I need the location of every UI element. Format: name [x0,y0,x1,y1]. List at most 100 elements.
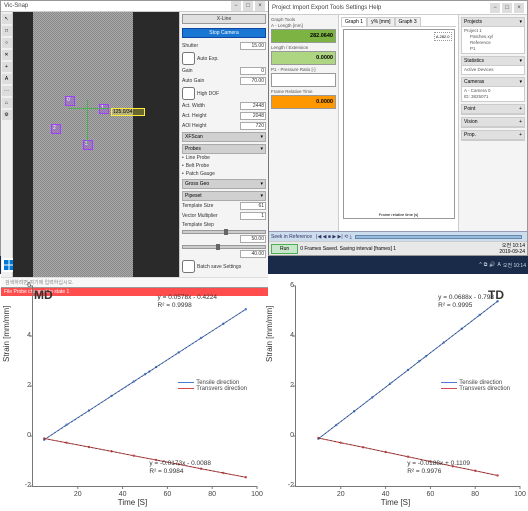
gain-value[interactable]: 0 [240,67,266,75]
prop-header[interactable]: Prop.+ [462,131,524,140]
aoi-height-value[interactable]: 720 [240,122,266,130]
chart-md: MD Strain [mm/mm] Time [S] y = 0.0578x -… [4,278,261,505]
graph-column: Graph 1 y% [mm] Graph 3 A 282.0 Frame re… [339,15,459,231]
seek-controls[interactable]: |◀ ◀ ■ ▶ ▶| ⟲ ⤓ [316,234,352,240]
camera-item[interactable]: A - Camera 0 [464,88,522,93]
slider-1[interactable] [182,230,266,234]
dot-icon: • [182,171,184,177]
vic-snap-window: Vic-Snap − □ × ↖ □ ○ ✕ + A ⋯ ⌂ ⚙ 0 [1,1,269,255]
tool-select-icon[interactable]: ↖ [2,14,12,24]
marker-0[interactable]: 0 [65,96,75,106]
graph-area[interactable]: A 282.0 Frame relative time [s] [343,29,455,219]
meas-fr-value: 0.0000 [271,95,336,109]
auto-gain-value[interactable]: 70.00 [240,77,266,85]
meas-l-value: 0.0000 [271,51,336,65]
batch-save-checkbox[interactable] [182,260,195,273]
marker-1[interactable]: 1 [99,104,109,114]
tool-rect-icon[interactable]: □ [2,26,12,36]
probes-section[interactable]: Probes▾ [182,144,266,154]
tray-lang-icon[interactable]: A [498,262,501,268]
mode-select[interactable]: X-Line [182,14,266,24]
dot-icon: • [182,155,184,161]
graph-legend: A 282.0 [434,32,452,41]
meas-a-label: A - Length [mm] [271,23,336,28]
act-height-value[interactable]: 2048 [240,112,266,120]
left-control-panel: X-Line Stop Camera Shutter15.00 Auto Exp… [179,12,268,277]
close-icon[interactable]: × [255,1,265,11]
slider-thumb[interactable] [216,244,220,250]
frames-status: 0 Frames Saved. Saving interval [frames]… [300,246,396,252]
aoi-height-label: AOI Height [182,123,238,129]
tool-more-icon[interactable]: ⋯ [2,86,12,96]
high-dof-checkbox[interactable] [182,87,195,100]
tool-home-icon[interactable]: ⌂ [2,98,12,108]
projects-header[interactable]: Projects▾ [462,18,524,27]
vector-mult-value[interactable]: 1 [240,212,266,220]
plus-icon: + [519,132,522,138]
clock-display: 오전 10:142019-09-24 [499,242,525,255]
gross-geo-section[interactable]: Gross Geo▾ [182,179,266,189]
graph-tools-label: Graph Tools [271,17,336,22]
td-plot-area: y = 0.0688x - 0.798R² = 0.9995 y = -0.01… [295,286,520,487]
project-sub[interactable]: Reference [464,40,522,45]
auto-exp-checkbox[interactable] [182,52,195,65]
tool-plus-icon[interactable]: + [2,62,12,72]
graph-tab-2[interactable]: y% [mm] [367,17,394,26]
tray-vol-icon[interactable]: 🔊 [489,262,495,268]
slider-thumb[interactable] [224,229,228,235]
vector-mult-label: Vector Multiplier [182,213,238,219]
chevron-icon: ▾ [519,19,522,25]
tool-gear-icon[interactable]: ⚙ [2,110,12,120]
high-dof-label: High DOF [197,91,266,97]
act-height-label: Act. Height [182,113,238,119]
belt-probe-item[interactable]: Belt Probe [186,163,266,169]
left-titlebar: Vic-Snap − □ × [1,1,268,12]
run-button[interactable]: Run [271,244,298,254]
graph-tab-3[interactable]: Graph 3 [395,17,421,26]
meas-a-value: 282.0640 [271,29,336,43]
seek-track[interactable] [355,235,522,239]
measurement-column: Graph Tools A - Length [mm] 282.0640 Len… [269,15,339,231]
marker-2[interactable]: 2 [51,124,61,134]
line-probe-item[interactable]: Line Probe [186,155,266,161]
vision-header[interactable]: Vision+ [462,118,524,127]
act-width-value[interactable]: 2448 [240,102,266,110]
analysis-window: Project Import Export Tools Settings Hel… [269,1,527,255]
close-icon[interactable]: × [514,3,524,13]
camera-id: ID: 3825071 [464,94,522,99]
marker-3[interactable]: 3 [83,140,93,150]
scan-section[interactable]: XFScan▾ [182,132,266,142]
tool-circle-icon[interactable]: ○ [2,38,12,48]
auto-exp-label: Auto Exp. [197,56,266,62]
project-sub[interactable]: Patches.xyl [464,34,522,39]
tool-text-icon[interactable]: A [2,74,12,84]
menu-items[interactable]: Project Import Export Tools Settings Hel… [272,5,381,11]
template-size-value[interactable]: 61 [240,202,266,210]
tool-cross-icon[interactable]: ✕ [2,50,12,60]
system-tray[interactable]: ^ ⧉ 🔊 A 오전 10:14 [479,262,526,269]
tray-up-icon[interactable]: ^ [479,262,481,268]
graph-tab-1[interactable]: Graph 1 [341,17,367,26]
project-item[interactable]: Project 1 [464,28,522,33]
project-sub[interactable]: P1 [464,46,522,51]
marker-readout: 125.0/34 [111,108,145,116]
maximize-icon[interactable]: □ [502,3,512,13]
cameras-header[interactable]: Cameras▾ [462,78,524,87]
minimize-icon[interactable]: − [231,1,241,11]
shutter-value[interactable]: 15.00 [240,42,266,50]
act-width-label: Act. Width [182,103,238,109]
camera-view[interactable]: 0 1 125.0/34 2 3 [13,12,179,277]
tray-net-icon[interactable]: ⧉ [484,262,488,268]
pipeset-section[interactable]: Pipeset▾ [182,191,266,201]
slider1-value: 50.00 [240,235,266,243]
point-header[interactable]: Point+ [462,105,524,114]
maximize-icon[interactable]: □ [243,1,253,11]
statistics-header[interactable]: Statistics▾ [462,57,524,66]
seek-bar: Seek in Reference |◀ ◀ ■ ▶ ▶| ⟲ ⤓ [269,231,527,241]
stop-camera-button[interactable]: Stop Camera [182,28,266,38]
dot-icon: • [182,163,184,169]
template-size-label: Template Size [182,203,238,209]
patch-gauge-item[interactable]: Patch Gauge [186,171,266,177]
minimize-icon[interactable]: − [490,3,500,13]
slider-2[interactable] [182,245,266,249]
